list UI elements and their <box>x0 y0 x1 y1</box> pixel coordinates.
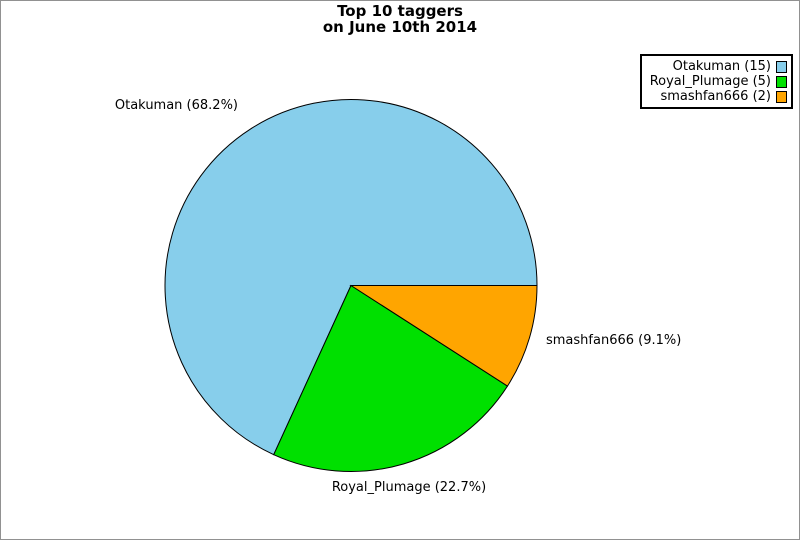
chart-title-line-1: Top 10 taggers <box>337 2 463 20</box>
chart-title-line-2: on June 10th 2014 <box>322 18 478 36</box>
legend-label-smashfan666: smashfan666 (2) <box>660 89 771 104</box>
legend-swatch-royal-plumage <box>776 75 787 88</box>
legend-box: Otakuman (15) Royal_Plumage (5) smashfan… <box>640 54 793 109</box>
slice-label-royal-plumage: Royal_Plumage (22.7%) <box>331 480 487 495</box>
legend-item-smashfan666: smashfan666 (2) <box>644 89 787 104</box>
legend-swatch-smashfan666 <box>776 90 787 103</box>
pie-slice-royal_plumage <box>273 284 509 472</box>
slice-label-otakuman: Otakuman (68.2%) <box>114 98 238 113</box>
legend-swatch-otakuman <box>776 60 787 73</box>
pie-slice-otakuman <box>164 99 538 456</box>
pie-slice-smashfan666 <box>349 285 538 387</box>
legend-item-royal-plumage: Royal_Plumage (5) <box>644 74 787 89</box>
legend-label-otakuman: Otakuman (15) <box>672 59 771 74</box>
slice-label-smashfan666: smashfan666 (9.1%) <box>546 333 682 348</box>
legend-label-royal-plumage: Royal_Plumage (5) <box>649 74 771 89</box>
chart-title: Top 10 taggers on June 10th 2014 <box>1 3 799 35</box>
legend-item-otakuman: Otakuman (15) <box>644 59 787 74</box>
